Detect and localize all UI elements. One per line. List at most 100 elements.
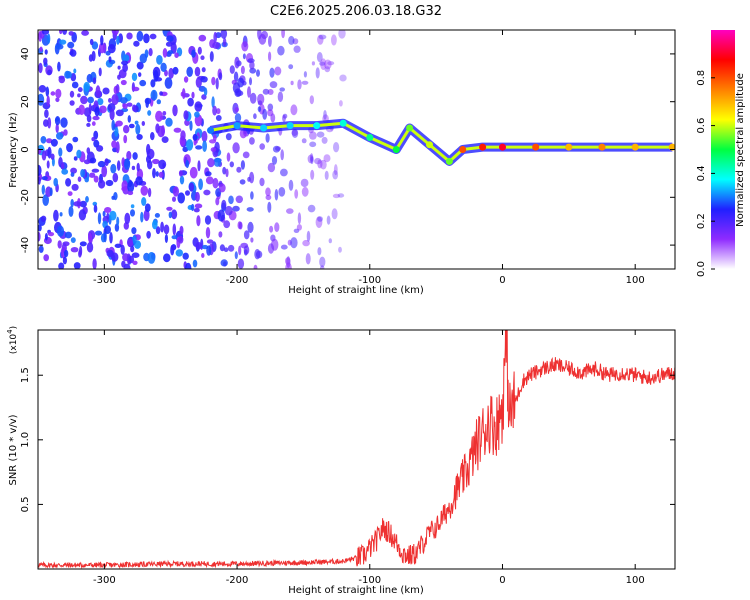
spectrogram-noise-blob [46,138,53,144]
spectrogram-y-label: Frequency (Hz) [8,112,19,188]
spectrogram-noise-blob [126,32,133,40]
spectrogram-noise-blob [187,97,194,107]
spectrogram-noise-blob [121,186,127,192]
spectrogram-noise-blob [338,246,342,253]
spectrogram-noise-blob [173,127,182,133]
spectrogram-noise-blob [68,206,74,217]
spectrogram-noise-blob [180,130,186,141]
spectrogram-noise-blob [310,153,314,162]
spectrogram-noise-blob [197,46,202,55]
spectrogram-noise-blob [232,82,240,94]
spectrogram-noise-blob [89,157,97,164]
spectrogram-noise-blob [86,73,93,83]
spectrogram-noise-blob [338,30,346,39]
spectrogram-noise-blob [321,136,328,144]
spectrogram-noise-blob [233,71,239,82]
signal-point [426,141,433,149]
spectrogram-noise-blob [307,154,314,164]
spectrogram-noise-blob [223,220,231,229]
spectrogram-noise-blob [303,71,307,78]
spectrogram-noise-blob [327,61,335,66]
spectrogram-noise-blob [164,234,168,243]
spectrogram-noise-blob [69,100,75,106]
colorbar-tick-label: 0.2 [696,213,707,229]
signal-point [260,124,268,132]
spectrogram-noise-blob [84,177,89,183]
spectrogram-x-axis: -300 -200 -100 0 100 [93,30,645,286]
spectrogram-plot-area [38,30,675,269]
spectrogram-noise-blob [293,45,301,53]
spectrogram-noise-blob [256,69,260,77]
spectrogram-noise-blob [43,119,49,127]
spectrogram-noise-blob [97,98,104,106]
x-tick-label: -200 [226,275,249,286]
spectrogram-noise-blob [109,210,117,221]
spectrogram-noise-blob [237,258,245,269]
spectrogram-noise-blob [212,105,218,116]
spectrogram-noise-blob [257,106,262,112]
spectrogram-noise-blob [290,104,298,116]
spectrogram-noise-blob [257,93,265,105]
spectrogram-noise-blob [240,65,245,75]
spectrogram-noise-blob [297,79,302,90]
spectrogram-noise-blob [111,30,119,36]
spectrogram-noise-blob [189,166,198,179]
spectrogram-noise-blob [115,120,123,127]
spectrogram-noise-blob [213,157,221,167]
spectrogram-noise-blob [80,169,85,178]
spectrogram-noise-blob [77,176,82,182]
spectrogram-noise-blob [185,262,192,269]
spectrogram-noise-blob [200,55,205,60]
spectrogram-noise-blob [92,258,97,269]
spectrogram-noise-blob [185,190,190,196]
spectrogram-noise-blob [77,93,81,98]
spectrogram-noise-blob [59,30,63,35]
x-tick-label: -300 [93,275,116,286]
spectrogram-noise-blob [280,149,285,161]
spectrogram-noise-blob [87,96,94,104]
spectrogram-noise-blob [105,179,114,187]
snr-plot-area [38,330,675,569]
spectrogram-noise-blob [92,77,97,85]
spectrogram-noise-blob [311,61,315,66]
spectrogram-noise-blob [127,115,131,123]
spectrogram-signal-track [207,118,675,166]
spectrogram-noise-blob [319,256,326,268]
colorbar-tick-label: 0.0 [696,261,707,277]
spectrogram-noise-blob [274,189,279,201]
spectrogram-noise-blob [146,230,151,239]
spectrogram-noise-blob [68,31,74,36]
spectrogram-noise-blob [155,171,159,177]
spectrogram-noise-blob [262,108,268,120]
spectrogram-noise-blob [337,193,345,198]
spectrogram-noise-blob [127,190,134,196]
y-tick-label: 0 [20,146,31,152]
spectrogram-noise-blob [222,166,227,175]
signal-point [366,134,374,141]
spectrogram-noise-blob [116,35,120,45]
spectrogram-noise-blob [147,252,156,264]
spectrogram-noise-blob [47,232,55,237]
spectrogram-noise-blob [139,79,147,87]
spectrogram-noise-blob [64,231,72,239]
spectrogram-noise-blob [219,244,225,252]
spectrogram-noise-blob [78,250,82,258]
spectrogram-noise-blob [41,30,50,35]
y-tick-label: -20 [20,189,31,205]
spectrogram-noise-blob [280,168,288,177]
spectrogram-noise-blob [47,146,52,159]
spectrogram-noise-blob [162,111,167,116]
spectrogram-noise-blob [211,96,215,109]
spectrogram-noise-blob [109,108,115,121]
spectrogram-noise-blob [132,152,138,160]
spectrogram-noise-blob [47,69,52,76]
spectrogram-noise-blob [242,151,250,159]
spectrogram-noise-blob [111,119,115,131]
spectrogram-noise-blob [86,242,94,253]
spectrogram-noise-blob [126,102,133,107]
spectrogram-noise-blob [205,227,211,239]
spectrogram-noise-blob [191,49,196,58]
spectrogram-noise-blob [300,178,309,188]
spectrogram-noise-blob [71,81,79,89]
spectrogram-noise-blob [152,158,160,165]
